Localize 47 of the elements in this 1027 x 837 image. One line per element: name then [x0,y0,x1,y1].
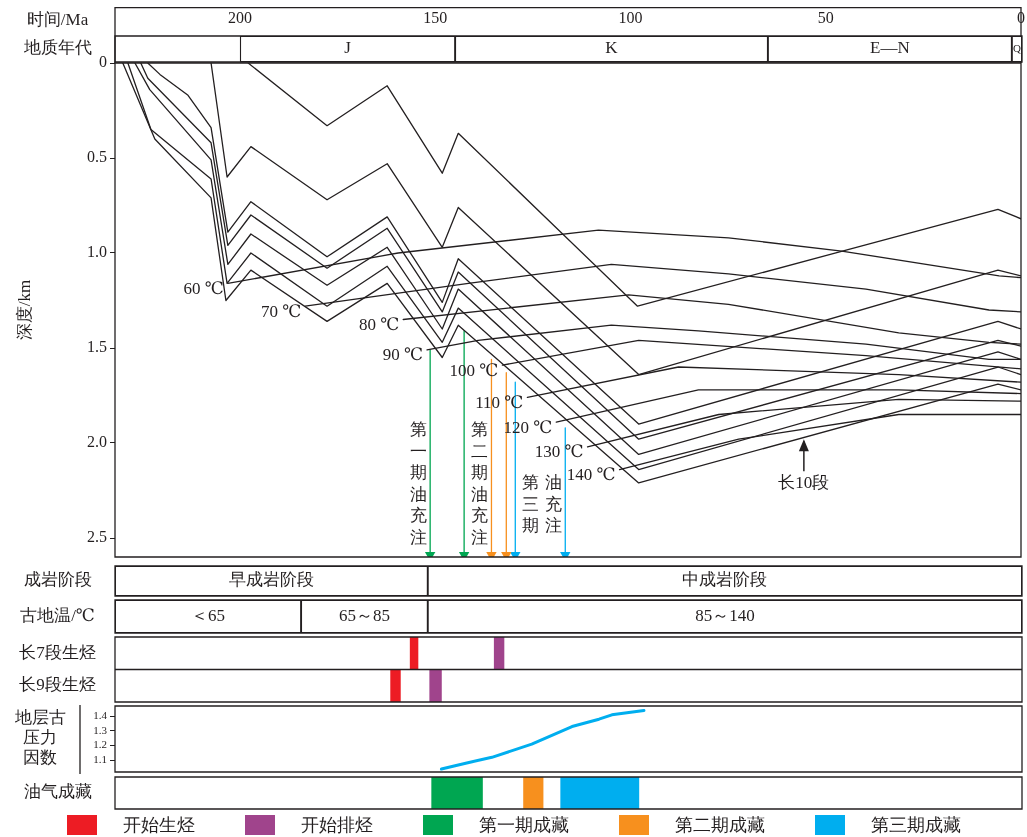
series-label: 中成岩阶段 [682,570,768,590]
legend-label: 开始排烃 [300,814,373,837]
y-tick-label: 长7段生烃 [19,642,96,662]
series-label: E—N [870,38,910,58]
legend-label: 第三期成藏 [870,814,961,837]
series-label: 70 ℃ [260,301,302,321]
legend-label: 第一期成藏 [478,814,569,837]
y-tick-label: 1.5 [87,338,107,356]
annotation: 油充注 [544,473,562,536]
series-label: ＜65 [191,605,226,625]
y-tick-label: 成岩阶段 [23,570,92,590]
y-tick-label: 1.2 [93,738,107,751]
annotation: 第三期 [521,473,539,536]
y-tick-label: 2.0 [87,433,107,451]
y-axis-title: 地层古压力因数 [13,708,66,768]
y-tick-label: 1.0 [87,243,107,261]
series-label: 早成岩阶段 [228,570,314,590]
series-label: 80 ℃ [358,314,400,334]
series-label: 60 ℃ [183,278,224,298]
y-tick-label: 2.5 [87,528,107,546]
annotation: 第二期油充注 [470,420,488,547]
y-tick-label: 1.4 [93,709,108,722]
x-tick-label: 100 [618,8,643,26]
series-label: J [344,38,352,58]
legend-label: 第二期成藏 [674,814,765,837]
y-tick-label: 长9段生烃 [19,675,96,695]
y-axis-title: 深度/km [15,279,35,341]
y-tick-label: 地质年代 [22,38,92,58]
x-axis-title: 时间/Ma [26,10,89,30]
legend-label: 开始生烃 [122,814,195,837]
y-tick-label: 古地温/℃ [20,605,95,625]
y-tick-label: 1.1 [93,753,107,766]
y-tick-label: 1.3 [93,723,108,736]
x-tick-label: 50 [817,8,834,26]
x-tick-label: 150 [423,8,448,26]
annotation: 第一期油充注 [409,420,427,547]
y-tick-label: 0.5 [87,148,107,166]
series-label: Q [1012,41,1021,54]
series-label: 65～85 [338,605,390,625]
series-label: 85～140 [695,605,755,625]
y-tick-label: 油气成藏 [23,782,92,802]
series-label: 90 ℃ [382,345,424,365]
x-tick-label: 200 [227,8,252,26]
y-tick-label: 0 [99,53,107,71]
series-label: 140 ℃ [566,465,616,485]
annotation: 长10段 [778,473,830,493]
series-label: K [605,38,619,58]
